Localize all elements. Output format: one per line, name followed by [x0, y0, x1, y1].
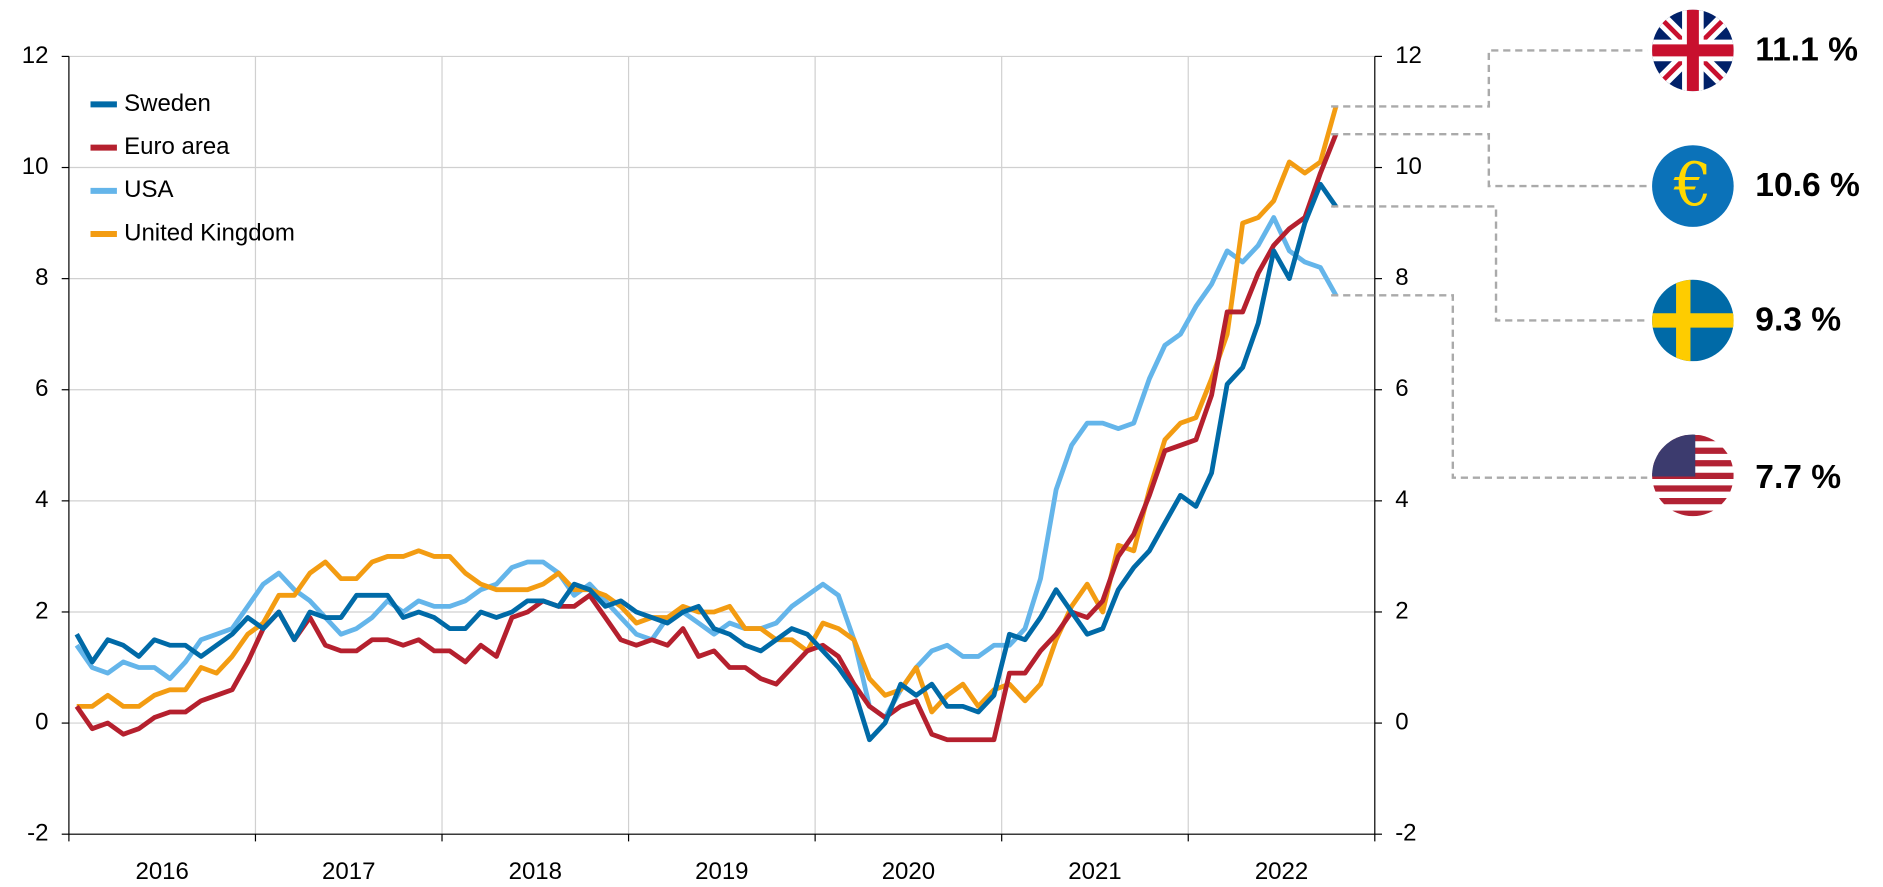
y-tick-label: 4 [35, 486, 48, 513]
callout-label: 11.1 % [1755, 31, 1858, 68]
x-tick-label: 2017 [322, 858, 375, 885]
flag-uk [1652, 9, 1734, 92]
x-tick-label: 2022 [1255, 858, 1308, 885]
callout-connector [1331, 49, 1648, 108]
y2-tick-label: -2 [1395, 820, 1416, 847]
y-tick-label: 8 [35, 264, 48, 291]
legend-label: Euro area [124, 133, 230, 160]
x-tick-label: 2020 [882, 858, 935, 885]
callout-connector [1331, 294, 1648, 479]
x-tick-label: 2019 [695, 858, 748, 885]
y2-tick-label: 8 [1395, 264, 1408, 291]
series-line [74, 215, 1339, 720]
y-tick-label: 0 [35, 708, 48, 735]
legend-label: United Kingdom [124, 219, 295, 246]
callout-label: 10.6 % [1755, 167, 1860, 204]
y-tick-label: 6 [35, 375, 48, 402]
legend-label: USA [124, 176, 173, 203]
callout-connector [1331, 132, 1648, 188]
y-tick-label: 10 [22, 153, 49, 180]
x-tick-label: 2018 [509, 858, 562, 885]
callout-connector [1331, 205, 1648, 322]
y2-tick-label: 0 [1395, 708, 1408, 735]
y2-tick-label: 4 [1395, 486, 1408, 513]
x-tick-label: 2021 [1068, 858, 1121, 885]
flag-sweden [1652, 279, 1734, 362]
series-line [74, 181, 1338, 743]
flag-usa [1652, 434, 1734, 517]
flag-eu: € [1652, 145, 1734, 227]
svg-text:€: € [1673, 150, 1712, 220]
y-tick-label: 2 [35, 597, 48, 624]
x-tick-label: 2016 [135, 858, 188, 885]
y2-tick-label: 2 [1395, 597, 1408, 624]
y2-tick-label: 10 [1395, 153, 1422, 180]
legend-label: Sweden [124, 90, 211, 117]
callout-label: 7.7 % [1755, 459, 1841, 496]
y2-tick-label: 12 [1395, 42, 1422, 69]
y2-tick-label: 6 [1395, 375, 1408, 402]
y-tick-label: -2 [27, 820, 48, 847]
callout-label: 9.3 % [1755, 302, 1841, 339]
y-tick-label: 12 [22, 42, 49, 69]
